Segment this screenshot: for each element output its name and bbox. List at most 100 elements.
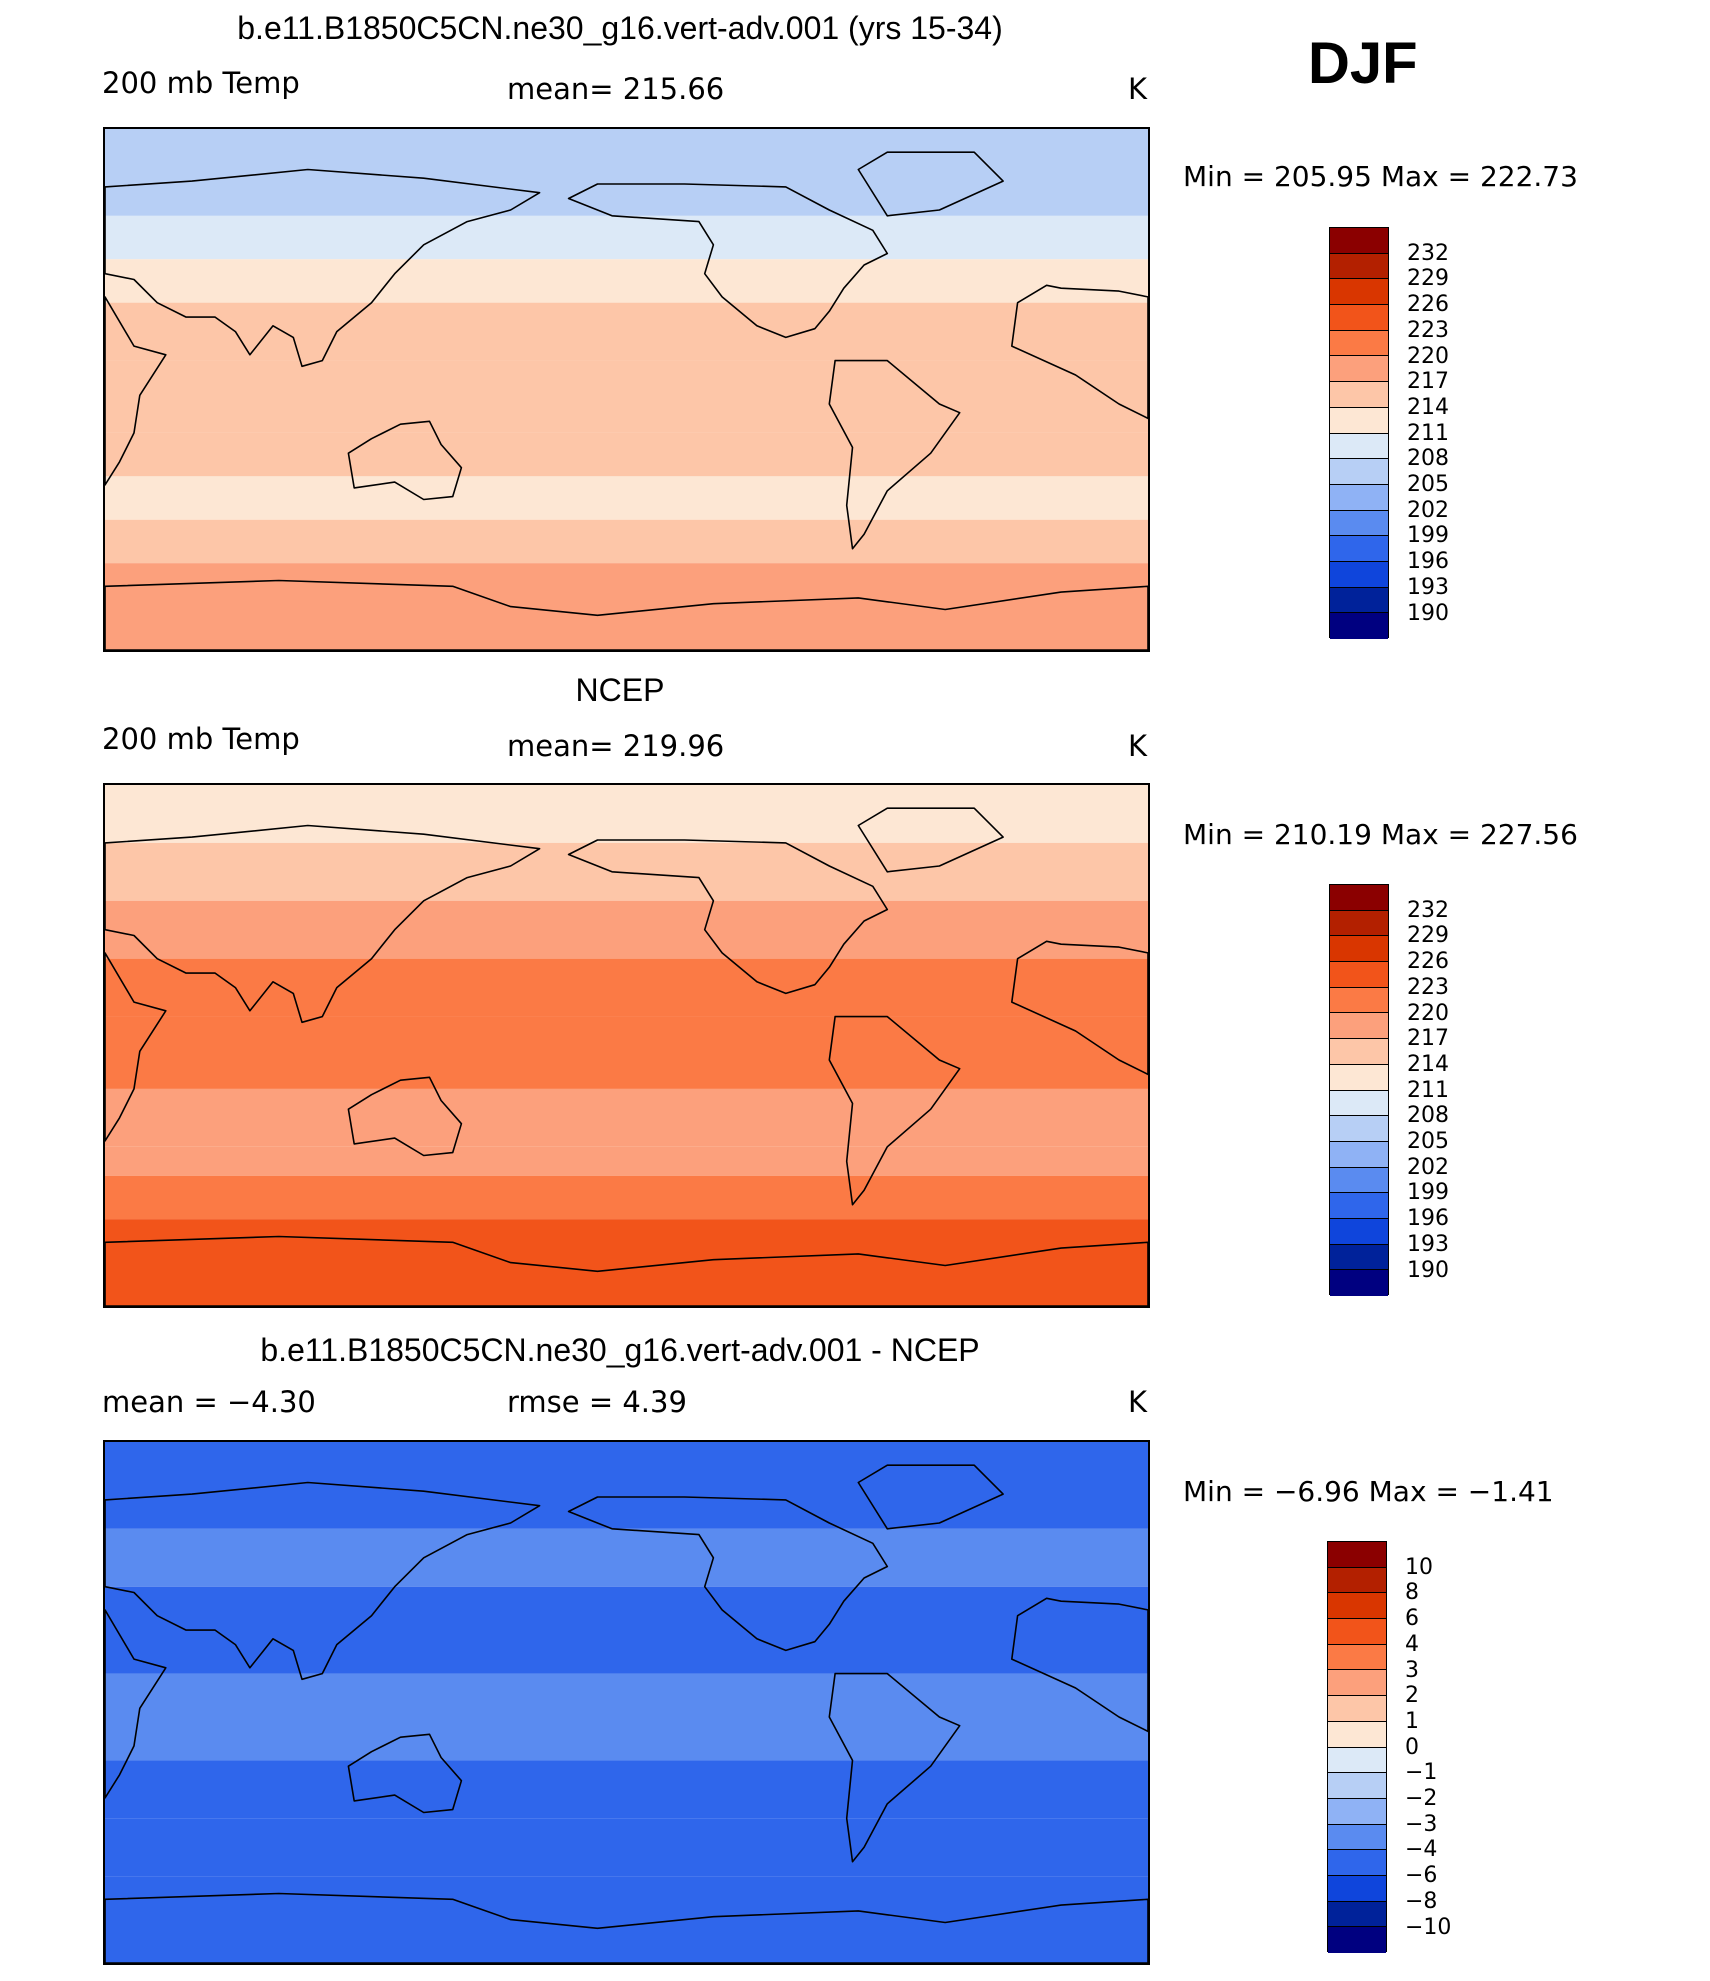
- panel2-minmax: Min = 210.19 Max = 227.56: [1183, 818, 1578, 851]
- latitude-band: [105, 842, 1148, 901]
- colorbar-swatch: [1328, 1670, 1386, 1697]
- coastline: [857, 1464, 1004, 1530]
- colorbar-tick-label: 190: [1407, 1257, 1449, 1283]
- colorbar-swatch: [1330, 228, 1388, 254]
- colorbar-tick-label: 190: [1407, 600, 1449, 626]
- colorbar-swatch: [1328, 1927, 1386, 1953]
- colorbar-tick-label: 3: [1405, 1657, 1419, 1683]
- colorbar-tick-label: 4: [1405, 1631, 1419, 1657]
- latitude-band: [105, 1146, 1148, 1176]
- coastline: [105, 952, 167, 1142]
- latitude-band: [105, 785, 1148, 843]
- colorbar-tick-label: 211: [1407, 1077, 1449, 1103]
- coastline: [567, 1496, 889, 1652]
- coastline: [347, 420, 463, 501]
- colorbar-tick-label: 214: [1407, 1051, 1449, 1077]
- colorbar-tick-label: 226: [1407, 292, 1449, 318]
- colorbar-tick-label: 196: [1407, 549, 1449, 575]
- panel3-units-label: K: [1128, 1385, 1148, 1419]
- colorbar-swatch: [1330, 1141, 1388, 1168]
- colorbar-swatch: [1328, 1567, 1386, 1594]
- latitude-band: [105, 1528, 1148, 1587]
- colorbar-tick-label: 0: [1405, 1734, 1419, 1760]
- colorbar-swatch: [1330, 962, 1388, 988]
- colorbar-swatch: [1328, 1798, 1386, 1825]
- colorbar-tick-label: 226: [1407, 949, 1449, 975]
- colorbar-tick-label: 8: [1405, 1580, 1419, 1606]
- colorbar-tick-label: 220: [1407, 1000, 1449, 1026]
- coastline: [105, 1609, 167, 1799]
- latitude-band: [105, 958, 1148, 1017]
- panel3-colorbar: [1327, 1541, 1387, 1953]
- panel1-colorbar: [1329, 227, 1389, 639]
- latitude-band: [105, 476, 1148, 520]
- latitude-band: [105, 1442, 1148, 1529]
- coastline: [857, 807, 1004, 873]
- colorbar-tick-label: −2: [1405, 1786, 1438, 1811]
- colorbar-swatch: [1330, 987, 1388, 1014]
- colorbar-tick-label: 208: [1407, 446, 1449, 472]
- coastline: [828, 359, 961, 550]
- colorbar-tick-label: 10: [1405, 1554, 1433, 1580]
- colorbar-tick-label: 217: [1407, 1026, 1449, 1052]
- colorbar-swatch: [1330, 587, 1388, 614]
- colorbar-tick-label: −10: [1405, 1914, 1452, 1940]
- latitude-band: [105, 1818, 1148, 1877]
- colorbar-swatch: [1330, 910, 1388, 937]
- coastline: [857, 151, 1004, 217]
- panel1-mean-label: mean= 215.66: [507, 72, 725, 106]
- panel1-units-label: K: [1128, 72, 1148, 106]
- coastline: [347, 1733, 463, 1814]
- colorbar-swatch: [1330, 561, 1388, 588]
- colorbar-tick-label: 223: [1407, 317, 1449, 343]
- colorbar-swatch: [1330, 1064, 1388, 1091]
- colorbar-tick-label: 199: [1407, 1180, 1449, 1206]
- latitude-band: [105, 360, 1148, 433]
- colorbar-tick-label: 223: [1407, 974, 1449, 1000]
- colorbar-swatch: [1330, 1167, 1388, 1194]
- panel3-map: [103, 1440, 1150, 1965]
- latitude-band: [105, 259, 1148, 303]
- colorbar-swatch: [1330, 407, 1388, 434]
- colorbar-tick-label: 229: [1407, 923, 1449, 949]
- panel1-title: b.e11.B1850C5CN.ne30_g16.vert-adv.001 (y…: [237, 10, 1003, 46]
- panel3-field: [105, 1442, 1148, 1963]
- colorbar-swatch: [1330, 536, 1388, 562]
- colorbar-swatch: [1330, 356, 1388, 383]
- latitude-band: [105, 563, 1148, 650]
- coastline: [105, 296, 167, 486]
- coastline: [105, 824, 541, 1024]
- coastline: [105, 168, 541, 368]
- panel2-units-label: K: [1128, 729, 1148, 763]
- colorbar-swatch: [1330, 1218, 1388, 1245]
- colorbar-swatch: [1330, 1193, 1388, 1219]
- season-label: DJF: [1308, 31, 1418, 96]
- colorbar-tick-label: 220: [1407, 343, 1449, 369]
- colorbar-tick-label: 6: [1405, 1606, 1419, 1632]
- latitude-band: [105, 129, 1148, 216]
- coastline: [347, 1076, 463, 1157]
- latitude-band: [105, 1219, 1148, 1306]
- coastline: [105, 1481, 541, 1681]
- colorbar-swatch: [1328, 1644, 1386, 1671]
- colorbar-tick-label: 193: [1407, 574, 1449, 600]
- colorbar-tick-label: 205: [1407, 1129, 1449, 1154]
- colorbar-swatch: [1328, 1773, 1386, 1799]
- latitude-band: [105, 302, 1148, 361]
- colorbar-swatch: [1330, 510, 1388, 537]
- colorbar-tick-label: 214: [1407, 394, 1449, 420]
- panel1-minmax: Min = 205.95 Max = 222.73: [1183, 160, 1578, 193]
- colorbar-swatch: [1328, 1696, 1386, 1722]
- colorbar-tick-label: 229: [1407, 266, 1449, 292]
- colorbar-swatch: [1330, 330, 1388, 357]
- colorbar-swatch: [1330, 433, 1388, 460]
- coastline: [567, 839, 889, 995]
- colorbar-swatch: [1330, 1039, 1388, 1065]
- latitude-band: [105, 1673, 1148, 1761]
- colorbar-tick-label: 208: [1407, 1103, 1449, 1129]
- panel2-field: [105, 785, 1148, 1306]
- colorbar-swatch: [1328, 1747, 1386, 1774]
- colorbar-tick-label: 232: [1407, 240, 1449, 266]
- coastline: [1010, 1597, 1148, 1733]
- colorbar-swatch: [1330, 279, 1388, 306]
